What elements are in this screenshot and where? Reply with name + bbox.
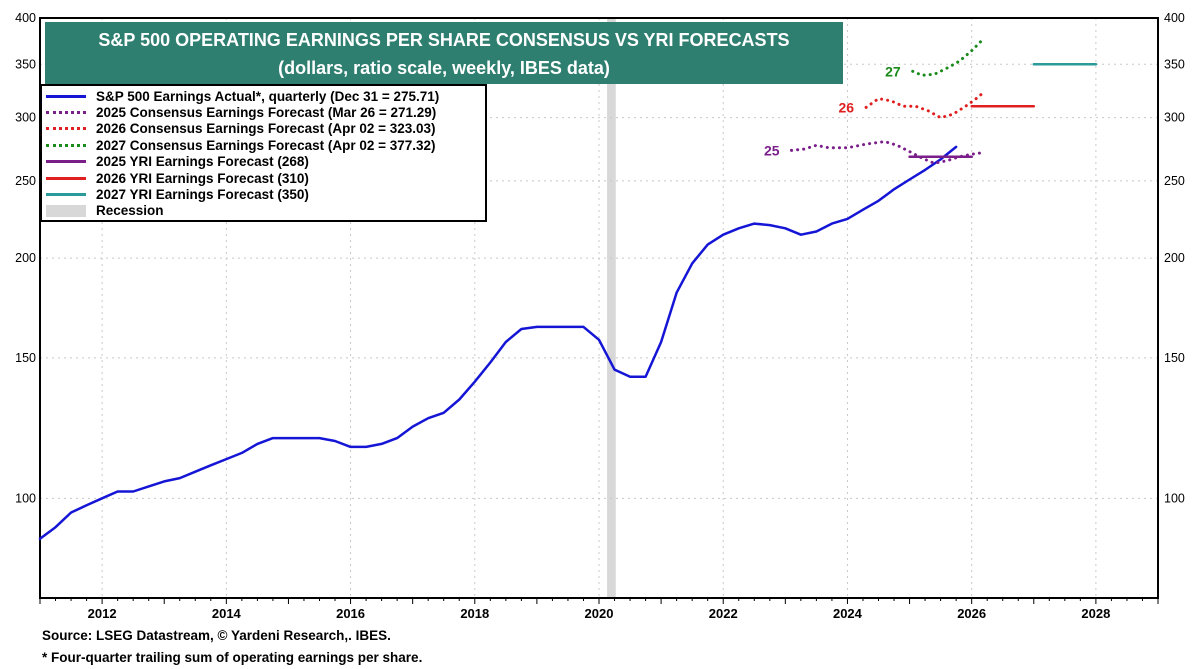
- plot-frame: [39, 17, 1159, 599]
- x-tick-label: 2014: [212, 606, 242, 621]
- legend-swatch: [46, 111, 86, 115]
- y-tick-label-right: 400: [1164, 11, 1185, 25]
- y-tick-label-left: 300: [15, 111, 36, 125]
- y-tick-label-left: 350: [15, 57, 36, 71]
- x-tick-label: 2022: [709, 606, 738, 621]
- chart-title-box: S&P 500 OPERATING EARNINGS PER SHARE CON…: [45, 22, 843, 84]
- y-tick-label-right: 100: [1164, 491, 1185, 505]
- x-tick-label: 2012: [88, 606, 117, 621]
- chart-subtitle: (dollars, ratio scale, weekly, IBES data…: [278, 58, 610, 78]
- series-line-0: [38, 145, 958, 540]
- y-tick-label-left: 200: [15, 251, 36, 265]
- legend-label: 2027 Consensus Earnings Forecast (Apr 02…: [96, 137, 436, 153]
- y-tick-label-right: 150: [1164, 351, 1185, 365]
- chart-title: S&P 500 OPERATING EARNINGS PER SHARE CON…: [98, 30, 790, 50]
- legend-label: 2025 Consensus Earnings Forecast (Mar 26…: [96, 105, 437, 121]
- x-tick-label: 2018: [460, 606, 489, 621]
- x-tick-label: 2026: [957, 606, 986, 621]
- legend-label: 2026 Consensus Earnings Forecast (Apr 02…: [96, 121, 436, 137]
- legend-item-recession: Recession: [46, 203, 485, 219]
- series-label-27: 27: [885, 63, 901, 79]
- legend-swatch: [46, 160, 86, 164]
- legend-item: S&P 500 Earnings Actual*, quarterly (Dec…: [46, 88, 485, 104]
- series-label-25: 25: [764, 142, 780, 158]
- y-tick-label-right: 350: [1164, 57, 1185, 71]
- legend-label: 2025 YRI Earnings Forecast (268): [96, 154, 309, 170]
- y-tick-label-left: 150: [15, 351, 36, 365]
- y-tick-label-left: 100: [15, 491, 36, 505]
- legend-swatch: [46, 143, 86, 147]
- x-tick-label: 2028: [1081, 606, 1110, 621]
- x-tick-label: 2024: [833, 606, 863, 621]
- series-line-3: [911, 36, 986, 77]
- series-label-26: 26: [838, 99, 854, 115]
- y-tick-label-right: 200: [1164, 251, 1185, 265]
- x-tick-label: 2020: [585, 606, 614, 621]
- footnote: * Four-quarter trailing sum of operating…: [42, 650, 423, 665]
- series-line-2: [864, 90, 986, 120]
- legend-swatch: [46, 193, 86, 197]
- legend-swatch: [46, 127, 86, 131]
- legend-label: 2027 YRI Earnings Forecast (350): [96, 187, 309, 203]
- legend-item: 2026 YRI Earnings Forecast (310): [46, 170, 485, 186]
- legend-label: S&P 500 Earnings Actual*, quarterly (Dec…: [96, 88, 440, 104]
- legend-swatch: [46, 94, 86, 98]
- legend-label: 2026 YRI Earnings Forecast (310): [96, 170, 309, 186]
- y-tick-label-right: 250: [1164, 174, 1185, 188]
- legend-swatch: [46, 176, 86, 180]
- series-line-1: [790, 140, 986, 165]
- legend-item: 2025 Consensus Earnings Forecast (Mar 26…: [46, 104, 485, 120]
- legend-swatch: [46, 204, 86, 217]
- legend-label: Recession: [96, 203, 164, 219]
- recession-band: [607, 18, 616, 598]
- y-tick-label-left: 250: [15, 174, 36, 188]
- legend-item: 2027 YRI Earnings Forecast (350): [46, 186, 485, 202]
- x-tick-label: 2016: [336, 606, 365, 621]
- legend: S&P 500 Earnings Actual*, quarterly (Dec…: [40, 84, 487, 222]
- y-tick-label-right: 300: [1164, 111, 1185, 125]
- y-tick-label-left: 400: [15, 11, 36, 25]
- legend-item: 2025 YRI Earnings Forecast (268): [46, 154, 485, 170]
- legend-item: 2027 Consensus Earnings Forecast (Apr 02…: [46, 137, 485, 153]
- source-note: Source: LSEG Datastream, © Yardeni Resea…: [42, 628, 391, 643]
- legend-item: 2026 Consensus Earnings Forecast (Apr 02…: [46, 121, 485, 137]
